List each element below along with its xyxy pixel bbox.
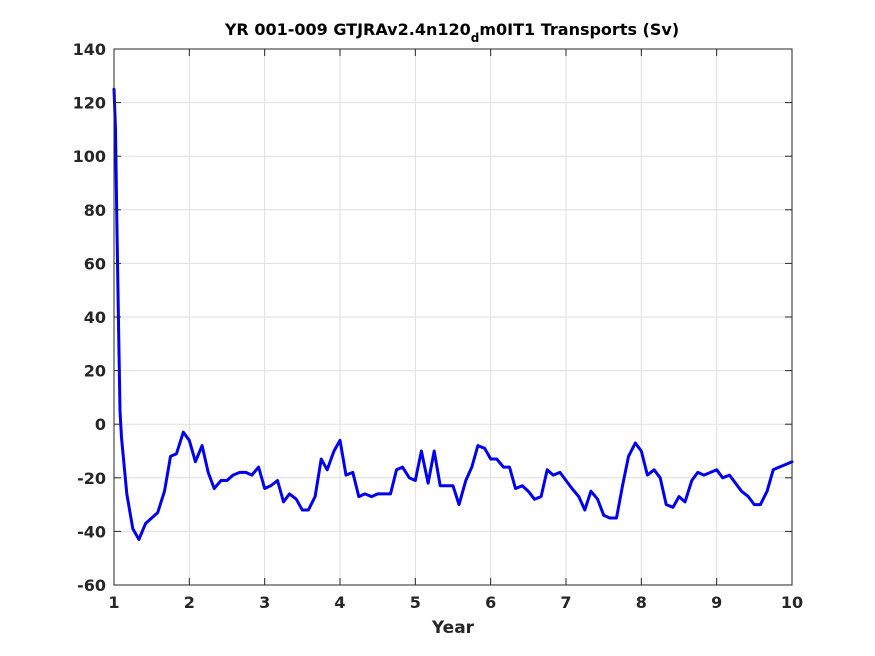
y-tick-label: 20 <box>84 362 106 381</box>
chart-title: YR 001-009 GTJRAv2.4n120dm0IT1 Transport… <box>224 20 679 45</box>
x-tick-labels: 1 2 3 4 5 6 7 8 9 10 <box>108 593 803 612</box>
series-line-1 <box>112 87 794 541</box>
x-tick-label: 1 <box>108 593 119 612</box>
y-tick-label: 140 <box>73 40 106 59</box>
y-tick-label: 0 <box>95 415 106 434</box>
x-axis-label: Year <box>431 618 475 638</box>
y-tick-label: -60 <box>77 576 106 595</box>
chart-title-tail: m0IT1 Transports (Sv) <box>479 20 679 39</box>
y-tick-label: 120 <box>73 94 106 113</box>
y-tick-label: 100 <box>73 147 106 166</box>
x-tick-label: 3 <box>259 593 270 612</box>
ticks <box>113 48 793 586</box>
x-tick-label: 8 <box>636 593 647 612</box>
y-tick-labels: -60 -40 -20 0 20 40 60 80 100 120 140 <box>73 40 106 595</box>
x-tick-label: 2 <box>184 593 195 612</box>
y-tick-label: 40 <box>84 308 106 327</box>
x-tick-label: 5 <box>410 593 421 612</box>
x-tick-label: 7 <box>560 593 571 612</box>
y-tick-label: 60 <box>84 254 106 273</box>
series-group <box>112 87 794 541</box>
x-tick-label: 6 <box>485 593 496 612</box>
grid <box>113 48 793 586</box>
chart-title-subscript: d <box>471 31 480 45</box>
x-tick-label: 9 <box>711 593 722 612</box>
x-tick-label: 4 <box>334 593 345 612</box>
y-tick-label: -20 <box>77 469 106 488</box>
chart-title-main: YR 001-009 GTJRAv2.4n120 <box>224 20 471 39</box>
x-tick-label: 10 <box>781 593 803 612</box>
y-tick-label: 80 <box>84 201 106 220</box>
y-tick-label: -40 <box>77 522 106 541</box>
